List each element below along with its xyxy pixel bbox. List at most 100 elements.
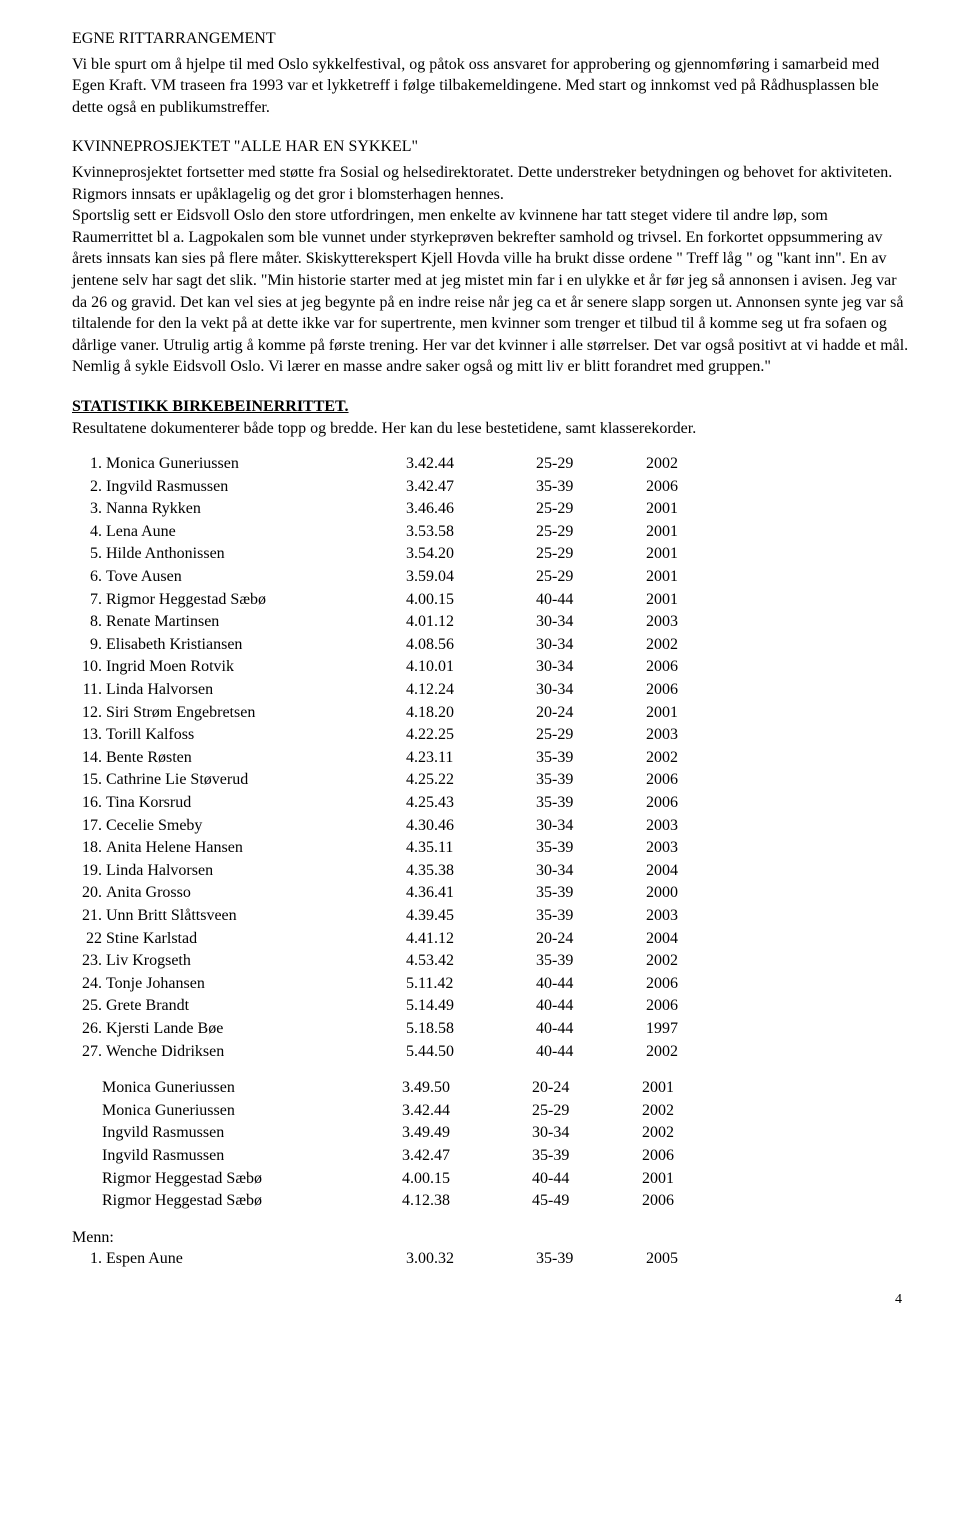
table-row: 19.Linda Halvorsen4.35.3830-342004	[72, 860, 706, 883]
year-cell: 2005	[646, 1248, 706, 1271]
table-row: 16.Tina Korsrud4.25.4335-392006	[72, 792, 706, 815]
year-cell: 2003	[646, 724, 706, 747]
table-row: 1.Monica Guneriussen3.42.4425-292002	[72, 453, 706, 476]
time-cell: 4.25.43	[406, 792, 536, 815]
name-cell: Monica Guneriussen	[102, 1100, 402, 1123]
name-cell: Rigmor Heggestad Sæbø	[102, 1168, 402, 1191]
year-cell: 2002	[646, 453, 706, 476]
rank-cell: 25.	[72, 995, 106, 1018]
name-cell: Rigmor Heggestad Sæbø	[106, 589, 406, 612]
table-row: 4.Lena Aune3.53.5825-292001	[72, 521, 706, 544]
age-cell: 25-29	[536, 543, 646, 566]
year-cell: 2004	[646, 928, 706, 951]
section1-title: EGNE RITTARRANGEMENT	[72, 28, 912, 50]
time-cell: 3.54.20	[406, 543, 536, 566]
age-cell: 35-39	[536, 950, 646, 973]
time-cell: 3.53.58	[406, 521, 536, 544]
page-number: 4	[72, 1291, 912, 1310]
table-row: 20.Anita Grosso4.36.4135-392000	[72, 882, 706, 905]
age-cell: 20-24	[536, 928, 646, 951]
time-cell: 4.36.41	[406, 882, 536, 905]
year-cell: 2006	[646, 476, 706, 499]
year-cell: 2002	[646, 950, 706, 973]
time-cell: 4.00.15	[406, 589, 536, 612]
time-cell: 3.49.50	[402, 1077, 532, 1100]
year-cell: 2002	[642, 1122, 702, 1145]
rank-cell: 11.	[72, 679, 106, 702]
menn-label: Menn:	[72, 1227, 912, 1249]
time-cell: 4.12.38	[402, 1190, 532, 1213]
rank-cell: 5.	[72, 543, 106, 566]
table-row: 17.Cecelie Smeby4.30.4630-342003	[72, 815, 706, 838]
name-cell: Kjersti Lande Bøe	[106, 1018, 406, 1041]
time-cell: 4.35.38	[406, 860, 536, 883]
stats-heading: STATISTIKK BIRKEBEINERRITTET.	[72, 396, 912, 418]
table-row: Monica Guneriussen3.49.5020-242001	[102, 1077, 702, 1100]
rank-cell: 12.	[72, 702, 106, 725]
year-cell: 2001	[642, 1077, 702, 1100]
time-cell: 4.39.45	[406, 905, 536, 928]
name-cell: Linda Halvorsen	[106, 679, 406, 702]
time-cell: 3.42.44	[402, 1100, 532, 1123]
year-cell: 2006	[646, 769, 706, 792]
age-cell: 25-29	[536, 453, 646, 476]
table-row: 27.Wenche Didriksen5.44.5040-442002	[72, 1041, 706, 1064]
age-cell: 25-29	[536, 566, 646, 589]
age-cell: 30-34	[536, 860, 646, 883]
time-cell: 4.12.24	[406, 679, 536, 702]
rank-cell: 23.	[72, 950, 106, 973]
year-cell: 2003	[646, 837, 706, 860]
table-row: 12.Siri Strøm Engebretsen4.18.2020-24200…	[72, 702, 706, 725]
table-row: 15.Cathrine Lie Støverud4.25.2235-392006	[72, 769, 706, 792]
year-cell: 2006	[642, 1145, 702, 1168]
table-row: 22Stine Karlstad4.41.1220-242004	[72, 928, 706, 951]
age-cell: 25-29	[536, 498, 646, 521]
name-cell: Anita Grosso	[106, 882, 406, 905]
name-cell: Ingvild Rasmussen	[102, 1122, 402, 1145]
age-cell: 25-29	[536, 724, 646, 747]
age-cell: 20-24	[536, 702, 646, 725]
name-cell: Monica Guneriussen	[106, 453, 406, 476]
name-cell: Monica Guneriussen	[102, 1077, 402, 1100]
name-cell: Wenche Didriksen	[106, 1041, 406, 1064]
rank-cell: 3.	[72, 498, 106, 521]
year-cell: 2003	[646, 815, 706, 838]
table-row: 14.Bente Røsten4.23.1135-392002	[72, 747, 706, 770]
rank-cell: 19.	[72, 860, 106, 883]
table-row: Rigmor Heggestad Sæbø4.00.1540-442001	[102, 1168, 702, 1191]
age-cell: 40-44	[536, 589, 646, 612]
rank-cell: 4.	[72, 521, 106, 544]
rank-cell: 14.	[72, 747, 106, 770]
table-row: Ingvild Rasmussen3.42.4735-392006	[102, 1145, 702, 1168]
time-cell: 3.42.47	[402, 1145, 532, 1168]
year-cell: 2002	[646, 747, 706, 770]
rank-cell: 8.	[72, 611, 106, 634]
age-cell: 35-39	[536, 882, 646, 905]
time-cell: 4.41.12	[406, 928, 536, 951]
rank-cell: 1.	[72, 1248, 106, 1271]
results-main-table: 1.Monica Guneriussen3.42.4425-292002 2.I…	[72, 453, 706, 1063]
rank-cell: 6.	[72, 566, 106, 589]
age-cell: 35-39	[536, 1248, 646, 1271]
rank-cell: 24.	[72, 973, 106, 996]
rank-cell: 21.	[72, 905, 106, 928]
rank-cell: 27.	[72, 1041, 106, 1064]
section2-body: Kvinneprosjektet fortsetter med støtte f…	[72, 162, 912, 378]
rank-cell: 13.	[72, 724, 106, 747]
name-cell: Tove Ausen	[106, 566, 406, 589]
time-cell: 5.11.42	[406, 973, 536, 996]
rank-cell: 7.	[72, 589, 106, 612]
year-cell: 2001	[646, 589, 706, 612]
rank-cell: 16.	[72, 792, 106, 815]
table-row: 6.Tove Ausen3.59.0425-292001	[72, 566, 706, 589]
name-cell: Linda Halvorsen	[106, 860, 406, 883]
year-cell: 2006	[646, 656, 706, 679]
name-cell: Rigmor Heggestad Sæbø	[102, 1190, 402, 1213]
age-cell: 45-49	[532, 1190, 642, 1213]
year-cell: 2006	[646, 679, 706, 702]
age-cell: 30-34	[536, 679, 646, 702]
table-row: 3.Nanna Rykken3.46.4625-292001	[72, 498, 706, 521]
year-cell: 2006	[646, 792, 706, 815]
name-cell: Cathrine Lie Støverud	[106, 769, 406, 792]
section1-body: Vi ble spurt om å hjelpe til med Oslo sy…	[72, 54, 912, 119]
